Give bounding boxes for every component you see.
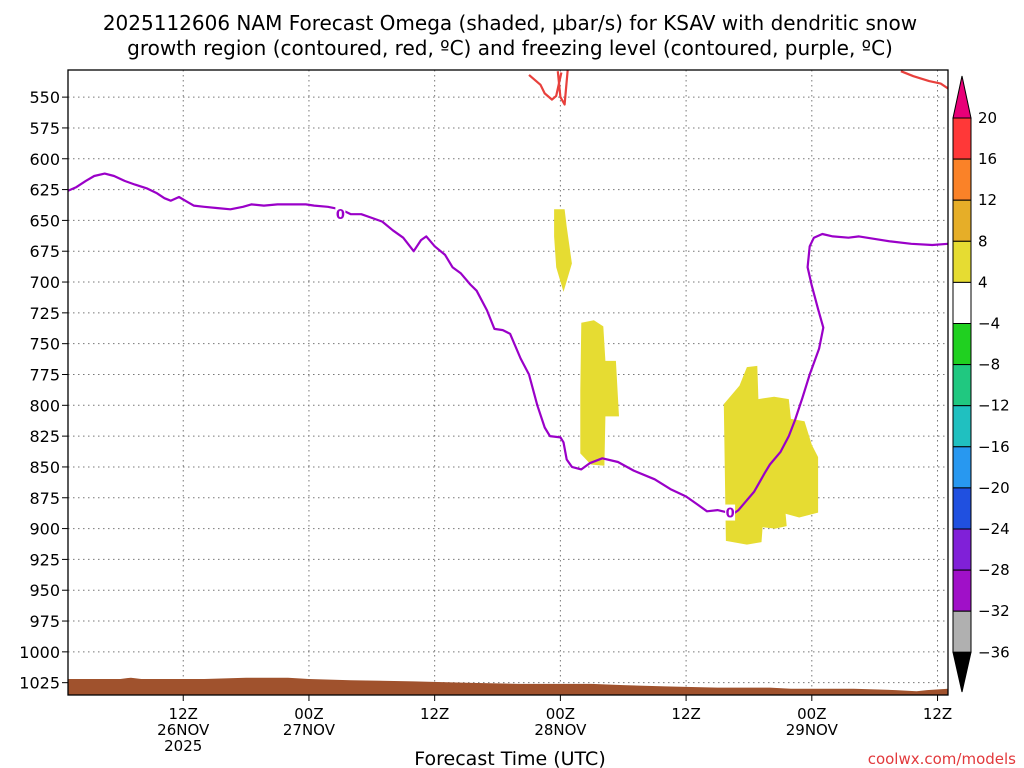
colorbar-segment [952,281,972,324]
colorbar-segment [952,405,972,448]
colorbar-tick-label: −16 [978,438,1010,456]
colorbar-segment [952,487,972,530]
omega-shaded-region [580,320,619,466]
y-axis-tick-label: 700 [29,273,60,292]
x-axis-date-label: 29NOV [786,721,839,739]
axes: 550 575 600 625 650 675 700 725 750 775 800 825 850 8… [19,69,952,755]
colorbar-segment [952,446,972,489]
colorbar-segment [952,323,972,366]
y-axis-tick-label: 900 [29,520,60,539]
colorbar-tick-label: 8 [978,232,988,250]
y-axis-tick-label: 775 [29,365,60,384]
colorbar-tick-label: −20 [978,479,1010,497]
colorbar-tick-label: −36 [978,643,1010,661]
colorbar-tick-label: 12 [978,191,997,209]
x-axis-date-label: 26NOV [157,721,210,739]
credit-text: coolwx.com/models [868,750,1016,768]
x-axis-tick-label: 12Z [923,705,952,723]
y-axis-tick-label: 625 [29,181,60,200]
colorbar-segment [952,240,972,283]
y-axis-tick-label: 575 [29,119,60,138]
colorbar-tick-label: −32 [978,602,1010,620]
y-axis-tick-label: 875 [29,489,60,508]
x-axis-year-label: 2025 [164,737,202,755]
ground-terrain [68,677,948,695]
x-axis-tick-label: 12Z [169,705,198,723]
contour-label-background [335,206,346,223]
chart-title-line2: growth region (contoured, red, ºC) and f… [127,36,893,60]
contour-label-background [725,504,736,521]
x-axis-title: Forecast Time (UTC) [414,748,605,768]
y-axis-tick-label: 600 [29,150,60,169]
freezing-level-contour-label: 0 [336,208,345,223]
colorbar-segment [952,158,972,201]
freezing-level-contour [68,172,948,515]
dendritic-contour-line [900,70,948,90]
colorbar: 20 16 12 8 4 −4 −8 −12 −16 −20 −24 −28 −32 −36 [952,75,1010,693]
plot-content: 00 [68,70,948,695]
y-axis-tick-label: 750 [29,335,60,354]
colorbar-segment [952,199,972,242]
colorbar-tick-label: −12 [978,397,1010,415]
y-axis-tick-label: 1025 [19,674,60,693]
colorbar-tick-label: −24 [978,520,1010,538]
colorbar-tick-label: 16 [978,150,997,168]
colorbar-tick-label: −4 [978,315,1000,333]
x-axis-tick-label: 00Z [294,705,323,723]
omega-shaded-region [554,209,572,292]
y-axis-tick-label: 650 [29,211,60,230]
colorbar-segment [952,528,972,571]
y-axis-tick-label: 800 [29,396,60,415]
y-axis-tick-label: 725 [29,304,60,323]
x-axis-tick-label: 12Z [671,705,700,723]
y-axis-tick-label: 975 [29,612,60,631]
colorbar-segment [952,610,972,653]
y-axis-tick-label: 1000 [19,643,60,662]
y-axis-tick-label: 950 [29,581,60,600]
x-axis-tick-label: 00Z [797,705,826,723]
dendritic-contour-line [556,70,569,106]
colorbar-segment [952,117,972,160]
y-axis-tick-label: 925 [29,550,60,569]
colorbar-top-arrow [952,75,972,119]
x-axis-tick-label: 12Z [420,705,449,723]
x-axis-date-label: 27NOV [283,721,336,739]
y-axis-tick-label: 825 [29,427,60,446]
colorbar-bottom-arrow [952,651,972,693]
dendritic-contour-line [528,72,563,101]
freezing-level-contour-label: 0 [726,507,735,522]
colorbar-segment [952,364,972,407]
chart-title-line1: 2025112606 NAM Forecast Omega (shaded, μ… [103,11,917,35]
y-axis-tick-label: 850 [29,458,60,477]
colorbar-tick-label: −28 [978,561,1010,579]
colorbar-tick-label: 20 [978,109,997,127]
y-axis-tick-label: 550 [29,88,60,107]
x-axis-tick-label: 00Z [546,705,575,723]
colorbar-segment [952,569,972,612]
colorbar-tick-label: −8 [978,356,1000,374]
colorbar-tick-label: 4 [978,273,988,291]
y-axis-tick-label: 675 [29,242,60,261]
x-axis-date-label: 28NOV [534,721,587,739]
plot-area: 00 [68,70,948,695]
plot-frame [67,69,949,696]
